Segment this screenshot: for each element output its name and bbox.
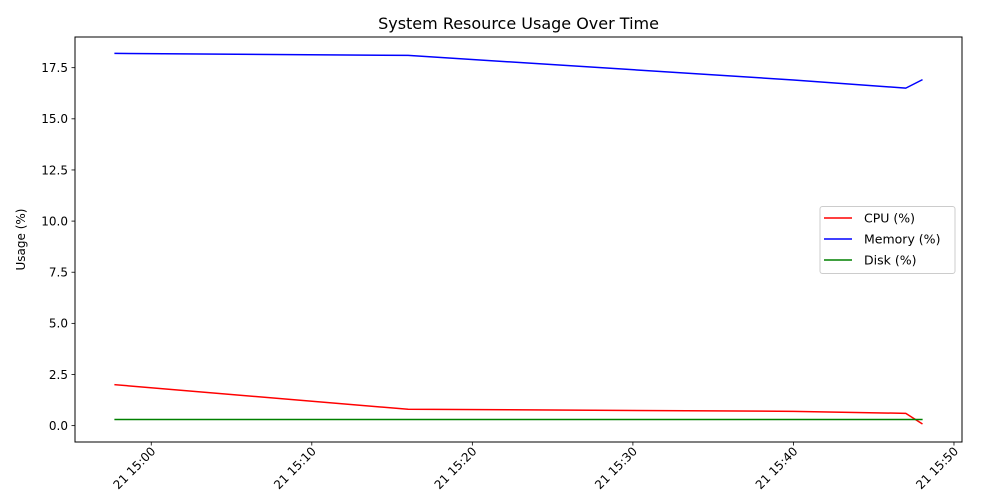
x-tick-label: 21 15:00 [111,444,159,492]
series-line-cpu [114,383,923,425]
y-tick-label: 12.5 [41,163,68,177]
y-tick-label: 0.0 [49,419,68,433]
x-tick-label: 21 15:30 [592,444,640,492]
x-tick-label: 21 15:40 [753,444,801,492]
series-layer [114,52,923,425]
y-tick-label: 17.5 [41,61,68,75]
legend: CPU (%) Memory (%) Disk (%) [819,206,956,274]
legend-frame [819,206,956,274]
y-tick-label: 5.0 [49,317,68,331]
y-tick-label: 2.5 [49,368,68,382]
x-tick-label: 21 15:10 [271,444,319,492]
y-tick-label: 7.5 [49,266,68,280]
legend-label-disk: Disk (%) [864,253,916,268]
plot-frame [74,36,963,443]
y-axis-title: Usage (%) [14,209,28,271]
x-tick-label: 21 15:20 [432,444,480,492]
series-line-memory [114,52,923,89]
y-tick-label: 10.0 [41,214,68,228]
plot-area [75,37,962,442]
chart-title: System Resource Usage Over Time [378,14,659,33]
legend-label-cpu: CPU (%) [864,211,915,226]
y-tick-label: 15.0 [41,112,68,126]
y-axis: 0.0 2.5 5.0 7.5 10.0 12.5 15.0 17.5 [41,61,75,433]
x-tick-label: 21 15:50 [913,444,961,492]
x-axis: 21 15:00 21 15:10 21 15:20 21 15:30 21 15:40… [111,442,961,492]
legend-label-memory: Memory (%) [864,232,940,247]
